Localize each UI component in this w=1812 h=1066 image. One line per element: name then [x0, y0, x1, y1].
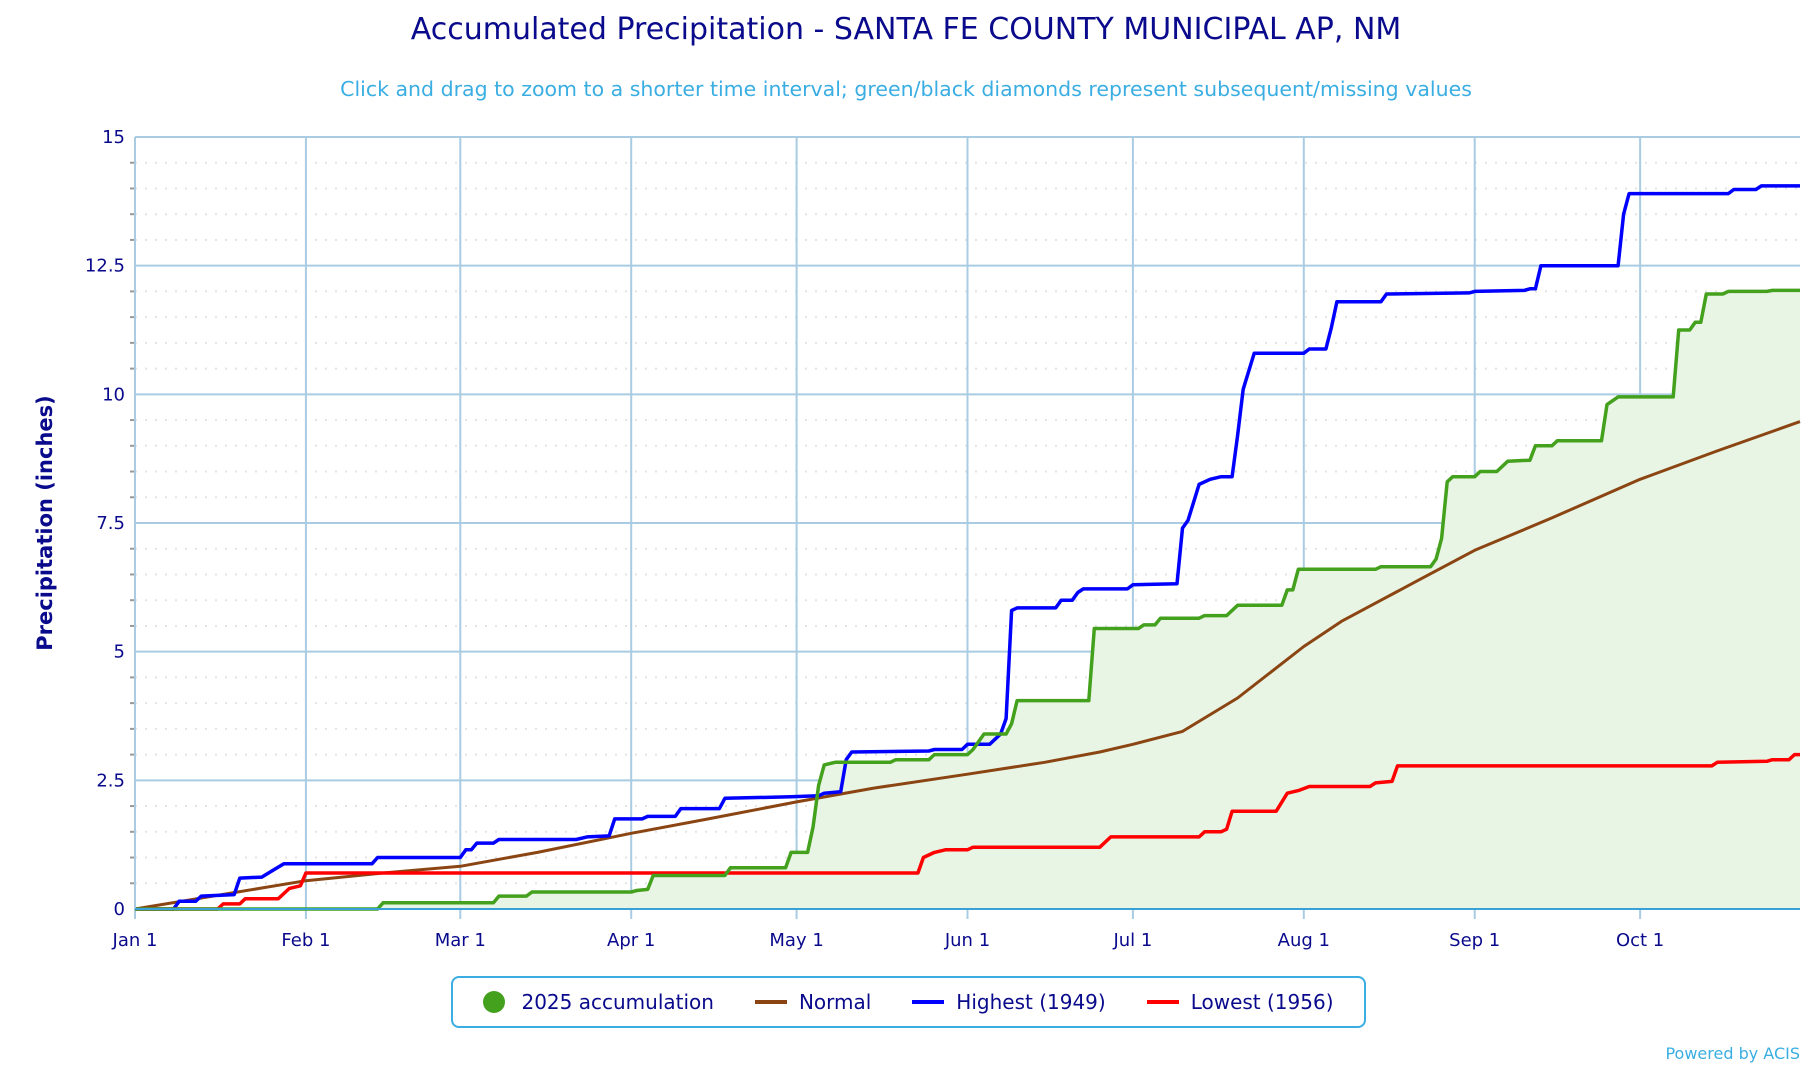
legend-label: Highest (1949)	[956, 990, 1106, 1014]
legend-item-highest[interactable]: Highest (1949)	[912, 990, 1106, 1014]
chart-title: Accumulated Precipitation - SANTA FE COU…	[410, 12, 1402, 47]
y-tick-label: 10	[102, 384, 125, 405]
series-line-normal	[134, 420, 1801, 911]
y-tick-label: 15	[102, 127, 125, 148]
legend: 2025 accumulation Normal Highest (1949) …	[451, 976, 1366, 1028]
x-tick-label: Oct 1	[1616, 930, 1664, 951]
x-tick-label: Apr 1	[607, 930, 655, 951]
legend-label: Normal	[798, 990, 872, 1014]
area-fills	[135, 290, 1800, 909]
chart-subtitle: Click and drag to zoom to a shorter time…	[340, 77, 1472, 101]
y-axis-label: Precipitation (inches)	[33, 395, 57, 651]
x-tick-label: Jun 1	[944, 930, 990, 951]
series-line-2025-accumulation	[135, 288, 1800, 911]
y-tick-label: 2.5	[96, 770, 125, 791]
x-tick-label: May 1	[769, 930, 823, 951]
series-lines	[134, 184, 1801, 911]
line-swatch-icon	[912, 1000, 945, 1004]
legend-label: 2025 accumulation	[521, 990, 714, 1014]
circle-marker-icon	[483, 991, 506, 1013]
legend-item-lowest[interactable]: Lowest (1956)	[1146, 990, 1334, 1014]
series-line-highest-1949	[135, 184, 1800, 911]
x-tick-label: Mar 1	[435, 930, 486, 951]
x-tick-label: Aug 1	[1278, 930, 1330, 951]
y-tick-label: 0	[114, 899, 125, 920]
legend-label: Lowest (1956)	[1190, 990, 1334, 1014]
series-line-lowest-1956	[135, 752, 1800, 911]
x-tick-label: Sep 1	[1449, 930, 1500, 951]
line-swatch-icon	[1146, 1000, 1179, 1004]
x-tick-label: Jan 1	[112, 930, 158, 951]
y-tick-label: 7.5	[96, 513, 125, 534]
y-tick-label: 12.5	[85, 256, 125, 277]
area-2025-accumulation	[135, 290, 1800, 909]
y-tick-label: 5	[114, 642, 125, 663]
legend-item-normal[interactable]: Normal	[754, 990, 872, 1014]
legend-item-2025[interactable]: 2025 accumulation	[483, 990, 714, 1014]
line-swatch-icon	[754, 1000, 787, 1004]
x-tick-label: Feb 1	[281, 930, 330, 951]
x-tick-label: Jul 1	[1112, 930, 1152, 951]
axes: 0 2.5 5 7.5 10 12.5 15 Jan 1 Feb 1 Mar 1 Apr 1 May …	[85, 127, 1800, 951]
powered-by-link[interactable]: Powered by ACIS	[1665, 1044, 1800, 1063]
